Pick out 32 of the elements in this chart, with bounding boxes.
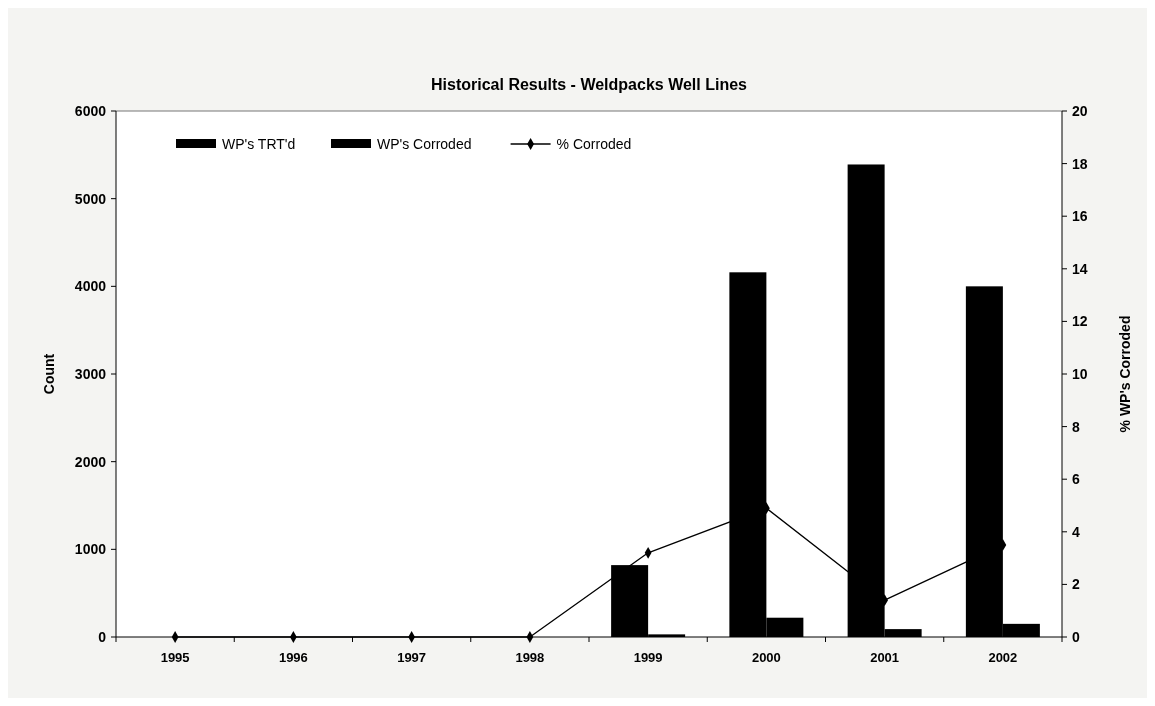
y-tick-label: 0 bbox=[98, 629, 107, 645]
y-tick-label: 2000 bbox=[74, 453, 107, 470]
y2-tick-label: 18 bbox=[1072, 155, 1088, 172]
y-tick-label: 3000 bbox=[74, 366, 107, 382]
x-tick-label: 2001 bbox=[870, 650, 900, 665]
y2-tick-label: 0 bbox=[1072, 629, 1080, 645]
y2-tick-label: 6 bbox=[1072, 471, 1080, 488]
y2-tick-label: 12 bbox=[1072, 313, 1088, 330]
x-tick-label: 1998 bbox=[515, 650, 545, 665]
y2-tick-label: 4 bbox=[1072, 523, 1080, 540]
x-tick-label: 1997 bbox=[397, 650, 427, 665]
y2-tick-label: 2 bbox=[1072, 576, 1080, 593]
y-tick-label: 6000 bbox=[74, 103, 107, 119]
x-tick-label: 1999 bbox=[633, 650, 663, 665]
y-tick-label: 5000 bbox=[74, 190, 107, 207]
y-axis-title: Count bbox=[41, 353, 57, 395]
chart-title: Historical Results - Weldpacks Well Lines bbox=[431, 76, 748, 93]
x-tick-label: 2000 bbox=[751, 650, 781, 665]
y2-tick-label: 20 bbox=[1072, 103, 1088, 119]
y2-tick-label: 16 bbox=[1072, 208, 1088, 225]
legend-label: WP's Corroded bbox=[377, 136, 472, 152]
y-tick-label: 4000 bbox=[74, 278, 107, 295]
x-tick-label: 2002 bbox=[988, 650, 1018, 665]
legend-label: WP's TRT'd bbox=[222, 136, 296, 152]
y-tick-label: 1000 bbox=[74, 541, 107, 558]
y2-tick-label: 14 bbox=[1072, 260, 1088, 277]
y2-tick-label: 8 bbox=[1072, 418, 1080, 435]
x-tick-label: 1996 bbox=[278, 650, 308, 665]
y2-tick-label: 10 bbox=[1072, 366, 1088, 382]
y2-axis-title: % WP's Corroded bbox=[1117, 315, 1133, 433]
x-tick-label: 1995 bbox=[160, 650, 190, 665]
legend-label: % Corroded bbox=[556, 136, 632, 152]
